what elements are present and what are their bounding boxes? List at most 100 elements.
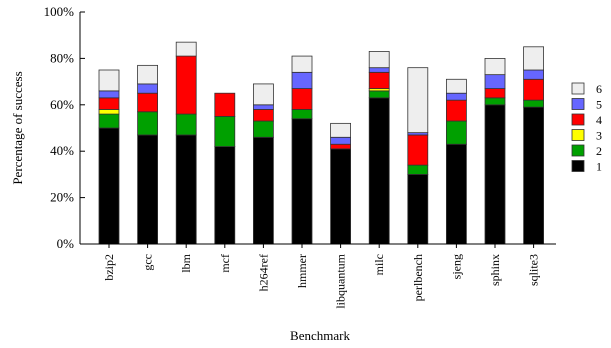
legend-label: 6 [596,82,602,96]
bar-segment-h264ref-2 [252,120,274,138]
bar-segment-sjeng-2 [445,120,467,145]
legend-label: 1 [596,160,602,174]
bar-segment-sqlite3-4 [523,78,544,101]
bar-segment-sqlite3-2 [523,99,544,108]
x-tick-label: mcf [218,254,232,273]
bar-segment-sphinx-6 [484,58,506,76]
bar-segment-gcc-6 [137,64,159,85]
bar-segment-mcf-1 [214,146,236,245]
bar-segment-sphinx-4 [484,88,506,99]
legend-label: 4 [596,113,602,127]
bar-segment-milc-4 [368,71,390,89]
bar-segment-h264ref-5 [252,104,274,110]
y-tick-label: 0% [57,236,75,251]
bar-segment-libquantum-4 [330,143,352,150]
bar-stack-sjeng [445,78,467,245]
legend: 6 54 32 1 [571,82,602,174]
y-tick-label: 80% [50,50,74,65]
bar-segment-sqlite3-1 [523,106,544,245]
bar-segment-h264ref-1 [252,136,274,245]
x-tick-label: perlbench [411,254,425,301]
bar-segment-milc-5 [368,67,390,73]
bar-stack-milc [368,51,390,245]
legend-label: 2 [596,144,602,158]
bar-segment-sqlite3-5 [523,69,544,80]
bar-segment-gcc-2 [137,111,159,136]
bar-segment-hmmer-1 [291,118,313,245]
legend-swatch [571,113,585,126]
x-tick-label: sjeng [449,254,463,279]
bar-segment-libquantum-6 [330,122,352,138]
legend-swatch [571,98,585,110]
bar-stack-bzip2 [98,69,120,245]
bar-stack-perlbench [407,67,429,245]
bar-segment-mcf-2 [214,116,236,147]
bar-segment-hmmer-6 [291,55,313,73]
bar-segment-bzip2-4 [98,97,120,110]
x-tick-label: lbm [179,253,193,272]
bar-segment-sjeng-1 [445,143,467,245]
x-tick-label: h264ref [256,254,270,291]
bar-segment-gcc-1 [137,134,159,245]
legend-item-4: 4 [571,113,602,127]
bar-segment-sphinx-1 [484,104,506,245]
y-tick-label: 60% [50,97,74,112]
bars-group [98,41,544,245]
bar-segment-libquantum-1 [330,148,352,245]
legend-item-5: 5 [571,98,602,112]
bar-stack-hmmer [291,55,313,245]
x-tick-label: sphinx [488,254,502,286]
bar-segment-milc-6 [368,51,390,69]
legend-swatch [571,144,585,157]
legend-label: 3 [596,129,602,143]
bar-segment-h264ref-6 [252,83,274,106]
bar-segment-hmmer-5 [291,71,313,89]
bar-segment-sjeng-6 [445,78,467,94]
bar-segment-bzip2-2 [98,113,120,129]
legend-swatch [571,160,585,172]
bar-segment-gcc-5 [137,83,159,94]
y-axis-title: Percentage of success [10,71,25,184]
bar-segment-sphinx-5 [484,74,506,89]
x-tick-label: milc [372,254,386,275]
x-tick-label: libquantum [334,253,348,308]
y-axis: 0% 20% 40% 60% 80% 100% [44,4,85,251]
bar-segment-bzip2-5 [98,90,120,99]
bar-segment-lbm-1 [175,134,197,245]
legend-swatch [571,82,585,95]
legend-item-3: 3 [571,129,602,143]
x-axis: bzip2 gcc lbm mcf h264ref hmmer libquantum milc… [80,243,556,309]
bar-segment-mcf-4 [214,92,236,117]
legend-label: 5 [596,98,602,112]
bar-segment-sjeng-5 [445,92,467,101]
y-tick-label: 40% [50,143,74,158]
bar-stack-libquantum [330,122,352,245]
legend-item-6: 6 [571,82,602,96]
bar-segment-gcc-4 [137,92,159,113]
legend-item-1: 1 [571,160,602,174]
bar-stack-mcf [214,92,236,245]
bar-stack-h264ref [252,83,274,245]
x-tick-label: bzip2 [102,254,116,281]
bar-segment-h264ref-4 [252,109,274,122]
x-tick-label: hmmer [295,254,309,288]
bar-segment-hmmer-2 [291,109,313,120]
bar-segment-perlbench-1 [407,173,429,245]
bar-segment-libquantum-5 [330,136,352,145]
bar-segment-sphinx-2 [484,97,506,106]
bar-segment-lbm-6 [175,41,197,57]
bar-stack-sphinx [484,58,506,245]
bar-segment-bzip2-6 [98,69,120,92]
bar-segment-sqlite3-6 [523,46,544,71]
bar-segment-perlbench-2 [407,164,429,175]
bar-segment-perlbench-6 [407,67,429,134]
bar-segment-milc-1 [368,97,390,245]
bar-stack-lbm [175,41,197,245]
bar-segment-hmmer-4 [291,88,313,110]
y-tick-label: 100% [44,4,75,19]
bar-segment-lbm-4 [175,55,197,115]
legend-item-2: 2 [571,144,602,158]
bar-stack-sqlite3 [523,46,544,245]
bar-segment-milc-2 [368,90,390,99]
